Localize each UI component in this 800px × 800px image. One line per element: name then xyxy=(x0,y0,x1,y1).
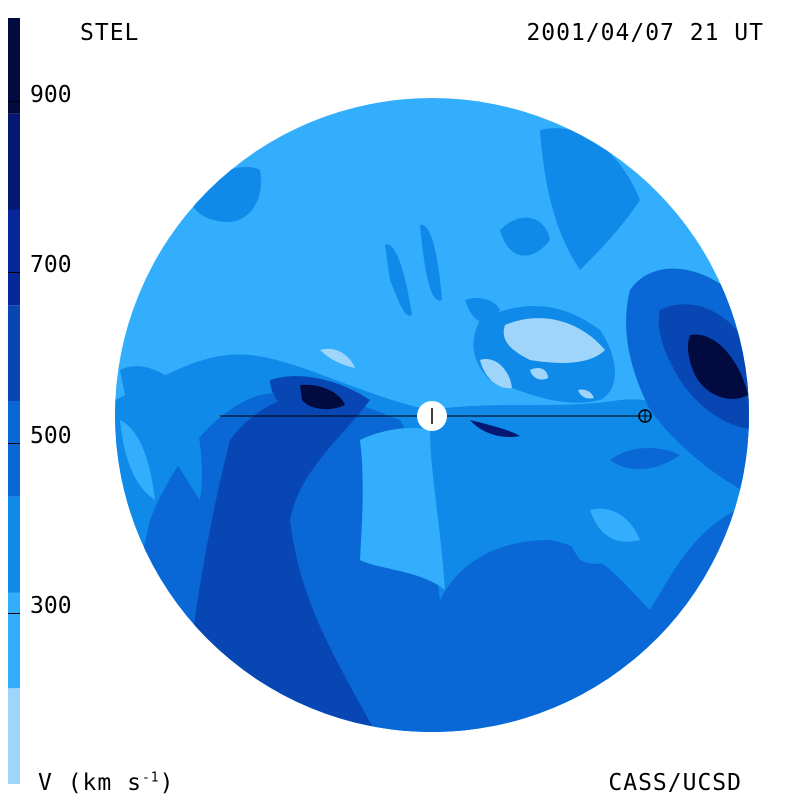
sun-icon xyxy=(417,401,447,431)
colorbar-tick-label-300: 300 xyxy=(30,593,72,619)
colorbar-band xyxy=(8,592,20,689)
colorbar-tick-label-500: 500 xyxy=(30,423,72,449)
credit-label: CASS/UCSD xyxy=(608,770,742,796)
colorbar-band xyxy=(8,496,20,593)
colorbar-tick-300 xyxy=(8,613,20,614)
velocity-colorbar xyxy=(8,18,20,784)
unit-label: V (km s-1) xyxy=(38,770,174,796)
colorbar-band xyxy=(8,305,20,401)
datetime-label: 2001/04/07 21 UT xyxy=(526,20,764,46)
observatory-label: STEL xyxy=(80,20,140,46)
velocity-disk xyxy=(115,98,749,732)
unit-label-prefix: V (km s xyxy=(38,770,142,796)
colorbar-tick-label-700: 700 xyxy=(30,252,72,278)
colorbar-band xyxy=(8,209,20,306)
unit-label-suffix: ) xyxy=(159,770,175,796)
colorbar-tick-700 xyxy=(8,272,20,273)
colorbar-band xyxy=(8,18,20,114)
colorbar-tick-500 xyxy=(8,443,20,444)
earth-icon xyxy=(638,409,652,423)
colorbar-band xyxy=(8,401,20,497)
unit-label-exponent: -1 xyxy=(141,770,160,786)
colorbar-band xyxy=(8,688,20,784)
colorbar-tick-label-900: 900 xyxy=(30,82,72,108)
colorbar-band xyxy=(8,113,20,210)
colorbar-tick-900 xyxy=(8,101,20,102)
